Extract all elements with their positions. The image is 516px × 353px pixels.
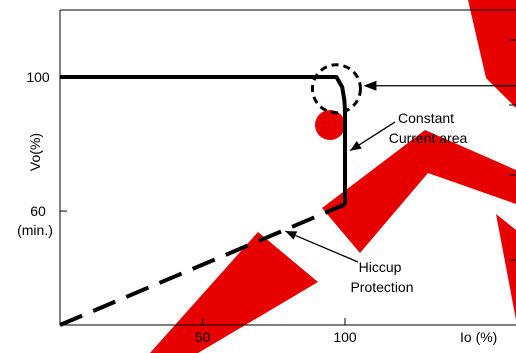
- constant-current-arrow-head: [350, 141, 362, 151]
- series-group: [59, 75, 347, 327]
- watermark-stroke-3: [468, 0, 516, 108]
- y-tick-sublabel-1: (min.): [17, 222, 53, 238]
- y-tick-label-0: 100: [26, 69, 50, 85]
- ticks-group: 50 100 100 60 (min.): [17, 39, 516, 345]
- watermark-graphic: [150, 0, 516, 353]
- x-axis-title: Io (%): [460, 329, 497, 345]
- series-solid-line: [60, 75, 347, 205]
- knee-highlight-circle: [310, 63, 362, 115]
- knee-pointer-arrowhead: [363, 80, 377, 91]
- watermark-stroke-2: [322, 130, 516, 253]
- watermark-dot: [315, 110, 345, 140]
- constant-current-label-line1: Constant: [398, 110, 454, 126]
- constant-current-label: Constant Current area: [389, 110, 468, 146]
- y-tick-label-1: 60: [30, 203, 46, 219]
- series-dashed-line: [59, 202, 346, 327]
- hiccup-protection-label: Hiccup Protection: [350, 259, 413, 295]
- y-axis-title: Vo(%): [27, 133, 43, 171]
- x-tick-label-1: 100: [333, 329, 357, 345]
- constant-current-label-line2: Current area: [389, 130, 468, 146]
- watermark-stroke-4: [496, 214, 516, 320]
- hiccup-protection-arrow-head: [285, 231, 298, 240]
- watermark-stroke-1: [150, 232, 318, 353]
- annotation-arrows: [285, 121, 396, 263]
- hiccup-protection-label-line2: Protection: [350, 279, 413, 295]
- x-tick-label-0: 50: [195, 329, 211, 345]
- hiccup-protection-label-line1: Hiccup: [359, 259, 402, 275]
- hiccup-protection-arrow-line: [285, 230, 359, 263]
